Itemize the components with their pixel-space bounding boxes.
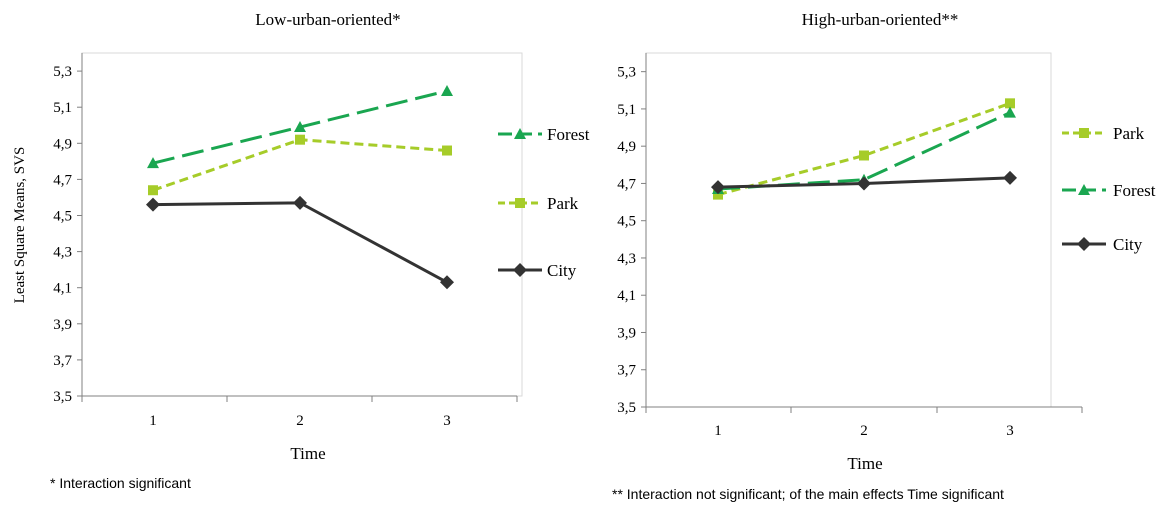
- chart-right-y-tick-label: 4,5: [617, 214, 636, 230]
- chart-right-point-city: [857, 176, 871, 191]
- chart-right-point-park: [713, 189, 723, 200]
- chart-left-point-forest: [294, 121, 306, 133]
- chart-left-point-park: [295, 134, 305, 145]
- chart-left-y-tick-label: 4,1: [53, 281, 72, 297]
- chart-right-legend-label-park: Park: [1113, 124, 1145, 143]
- chart-right-series: [711, 98, 1017, 200]
- chart-left-point-city: [146, 197, 160, 212]
- chart-right-legend-marker-forest: [1078, 184, 1090, 195]
- chart-right-point-city: [711, 180, 725, 195]
- chart-right-axes: 3,5 3,7 3,9 4,1 4,3 4,5 4,7 4,9 5,1 5,3 1 2 3: [617, 53, 1083, 439]
- chart-right-point-city: [1003, 170, 1017, 185]
- chart-left-title: Low-urban-oriented*: [255, 10, 400, 29]
- chart-left-plot-frame: [81, 52, 523, 397]
- chart-right-y-tick-label: 4,7: [617, 176, 636, 192]
- chart-left-series-line-city: [152, 201, 448, 284]
- chart-left-y-tick-label: 4,9: [53, 136, 72, 152]
- chart-left-point-park: [442, 145, 452, 156]
- chart-right-y-tick-label: 4,9: [617, 139, 636, 155]
- chart-right-legend-label-forest: Forest: [1113, 181, 1156, 200]
- chart-right-series-line-park: [717, 101, 1011, 197]
- chart-right-x-tick-label: 1: [714, 423, 722, 439]
- chart-left-y-tick-label: 5,3: [53, 64, 72, 80]
- chart-right-legend-label-city: City: [1113, 235, 1143, 254]
- chart-left-y-tick-label: 3,7: [53, 353, 72, 369]
- chart-right-y-tick-label: 4,1: [617, 288, 636, 304]
- chart-left-y-tick-label: 4,3: [53, 245, 72, 261]
- chart-right-point-park: [859, 150, 869, 161]
- chart-right-title: High-urban-oriented**: [802, 10, 959, 29]
- chart-left-y-tick-label: 5,1: [53, 100, 72, 116]
- chart-left-x-axis-label: Time: [290, 444, 325, 463]
- chart-left-point-park: [148, 185, 158, 196]
- chart-left-x-tick-label: 3: [443, 413, 451, 429]
- chart-right-y-tick-label: 5,1: [617, 102, 636, 118]
- chart-left-y-tick-label: 3,5: [53, 389, 72, 405]
- chart-left-x-tick-label: 2: [296, 413, 304, 429]
- chart-right-x-tick-label: 3: [1006, 423, 1014, 439]
- chart-left-legend-marker-forest: [514, 128, 526, 139]
- chart-left-x-tick-label: 1: [149, 413, 157, 429]
- chart-left-series-line-park: [152, 138, 448, 192]
- chart-right-point-park: [1005, 98, 1015, 109]
- chart-left-legend-label-park: Park: [547, 194, 579, 213]
- chart-left-y-axis-label: Least Square Means, SVS: [12, 147, 28, 304]
- footnote-left: * Interaction significant: [50, 475, 191, 491]
- chart-left-point-city: [440, 275, 454, 290]
- chart-right-y-tick-label: 3,9: [617, 325, 636, 341]
- chart-left-legend-marker-city: [513, 263, 527, 277]
- chart-right: High-urban-oriented** Time 3,5 3,7 3,9 4,1 4…: [617, 10, 1156, 473]
- chart-right-y-tick-label: 5,3: [617, 65, 636, 81]
- chart-left-legend-marker-park: [515, 198, 525, 208]
- chart-left: Low-urban-oriented* Least Square Means, …: [12, 10, 590, 463]
- chart-left-legend: Forest Park City: [498, 125, 590, 280]
- chart-left-axes: 3,5 3,7 3,9 4,1 4,3 4,5 4,7 4,9 5,1 5,3 1 2 3: [53, 53, 518, 429]
- chart-left-point-forest: [147, 157, 159, 169]
- chart-left-y-tick-label: 4,5: [53, 209, 72, 225]
- chart-right-x-axis-label: Time: [847, 454, 882, 473]
- chart-right-y-tick-label: 3,7: [617, 363, 636, 379]
- chart-right-y-tick-label: 4,3: [617, 251, 636, 267]
- chart-right-y-tick-label: 3,5: [617, 400, 636, 416]
- chart-right-legend-marker-park: [1079, 128, 1089, 138]
- chart-left-point-forest: [441, 84, 453, 96]
- chart-right-legend-marker-city: [1077, 237, 1091, 251]
- chart-left-series: [146, 84, 454, 290]
- chart-right-point-forest: [1004, 106, 1016, 118]
- footnote-right: ** Interaction not significant; of the m…: [612, 486, 1004, 502]
- chart-right-x-tick-label: 2: [860, 423, 868, 439]
- chart-right-plot-frame: [645, 52, 1052, 408]
- chart-right-legend: Park Forest City: [1062, 124, 1156, 254]
- chart-left-legend-label-city: City: [547, 261, 577, 280]
- chart-left-y-tick-label: 4,7: [53, 172, 72, 188]
- chart-left-legend-label-forest: Forest: [547, 125, 590, 144]
- chart-left-y-tick-label: 3,9: [53, 317, 72, 333]
- chart-left-point-city: [293, 195, 307, 210]
